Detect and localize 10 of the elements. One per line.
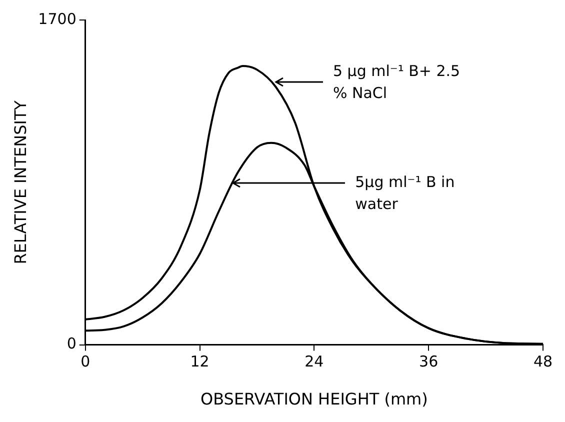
x-tick-label: 36 (419, 352, 438, 371)
annotation: 5µg ml⁻¹ B in water (355, 172, 456, 215)
y-axis-title: RELATIVE INTENSITY (10, 100, 30, 264)
x-tick-label: 24 (304, 352, 324, 371)
x-axis-title: OBSERVATION HEIGHT (mm) (200, 390, 428, 409)
x-tick-label: 48 (533, 352, 553, 371)
x-tick-label: 12 (190, 352, 210, 371)
y-tick-label: 1700 (38, 10, 76, 28)
x-tick-label: 0 (80, 352, 90, 371)
annotation: 5 µg ml⁻¹ B+ 2.5 % NaCl (333, 61, 462, 104)
